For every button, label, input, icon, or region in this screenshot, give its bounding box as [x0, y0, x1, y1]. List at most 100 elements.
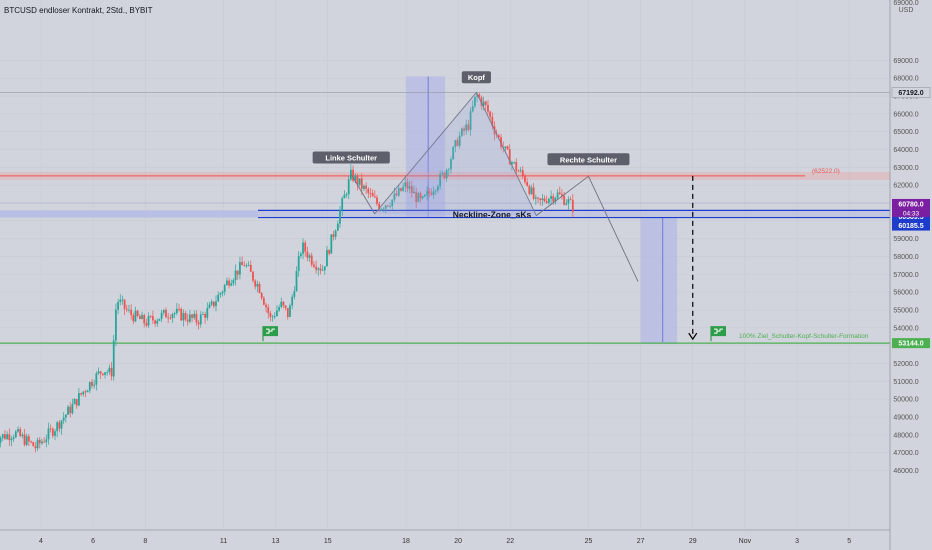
candle-body: [243, 265, 246, 267]
x-tick-label: 15: [324, 538, 332, 545]
candle-body: [12, 437, 15, 439]
annotation-bubble: [461, 71, 491, 84]
candle-body: [439, 173, 442, 187]
candle-body: [36, 439, 39, 449]
neckline-left-zone: [0, 210, 258, 218]
candle-body: [384, 205, 387, 209]
candle-body: [175, 308, 178, 314]
price-axis[interactable]: 46000.0 47000.0 48000.0 49000.0 50000.0 51000…: [889, 0, 931, 550]
candle-body: [130, 309, 133, 316]
candle-body: [286, 308, 289, 317]
candle-body: [478, 94, 481, 98]
y-tick-label: 56000.0: [893, 290, 918, 297]
candle-body: [295, 271, 298, 292]
candle-body: [41, 441, 43, 444]
candle-body: [14, 431, 17, 438]
candle-body: [247, 264, 250, 266]
candle-body: [332, 234, 335, 237]
candle-body: [310, 255, 313, 265]
candle-body: [521, 170, 524, 176]
x-tick-label: 22: [506, 538, 514, 545]
candle-body: [195, 313, 198, 323]
candle-body: [86, 390, 89, 393]
candle-body: [471, 106, 474, 112]
neckline-zone: [258, 210, 890, 218]
candle-body: [199, 314, 202, 325]
neckline-zone-label: Neckline-Zone_sKs: [453, 209, 532, 219]
candle-body: [528, 185, 531, 194]
y-tick-label: 50000.0: [893, 397, 918, 404]
time-axis[interactable]: 4 6 8 11 13 15 18 20 22 25 27 29 Nov 3 5: [0, 529, 890, 545]
y-tick-label: 62000.0: [893, 183, 918, 190]
candle-body: [415, 191, 418, 202]
candle-body: [202, 314, 204, 315]
candle-body: [136, 310, 139, 316]
candle-body: [291, 296, 294, 306]
x-tick-label: Nov: [739, 538, 752, 545]
candle-body: [32, 442, 35, 447]
candle-body: [160, 312, 163, 319]
candle-body: [141, 314, 143, 320]
candle-body: [382, 208, 385, 210]
candle-body: [152, 316, 154, 321]
symbol-title: BTCUSD endloser Kontrakt, 2Std., BYBIT: [4, 6, 153, 15]
candle-body: [43, 441, 46, 443]
candle-body: [210, 301, 213, 305]
candle-body: [167, 317, 170, 319]
candle-body: [19, 429, 22, 437]
candle-body: [297, 256, 300, 272]
candle-body: [280, 301, 283, 308]
candle-body: [93, 384, 96, 386]
candle-body: [354, 175, 357, 181]
candle-body: [402, 186, 405, 191]
candle-body: [408, 186, 411, 189]
price-label-target: 53144.0: [898, 341, 923, 348]
x-tick-label: 5: [847, 538, 851, 545]
candle-body: [404, 182, 407, 187]
price-label-neckline-top: 60589.5: [898, 214, 923, 221]
candle-body: [158, 318, 161, 321]
candle-body: [69, 406, 72, 414]
price-label-neckline-bottom: 60185.5: [898, 223, 923, 230]
candle-body: [452, 147, 455, 160]
annotation-bubble: [547, 153, 630, 166]
candle-body: [284, 305, 287, 309]
candle-body: [267, 307, 270, 314]
candle-body: [143, 314, 146, 324]
candle-body: [112, 340, 115, 377]
candle-body: [49, 428, 52, 430]
candle-body: [293, 291, 296, 297]
annotations: Linke Schulter Kopf Rechte Schulter Necklin…: [312, 71, 630, 219]
candle-body: [258, 284, 261, 294]
candle-body: [239, 262, 241, 275]
x-tick-label: 8: [143, 538, 147, 545]
candle-body: [119, 299, 122, 303]
price-label-high-bg: [891, 87, 931, 98]
candle-body: [356, 175, 359, 185]
candle-body: [378, 203, 381, 211]
candle-body: [115, 309, 117, 341]
x-tick-label: 3: [795, 538, 799, 545]
candle-body: [306, 251, 309, 258]
candle-body: [178, 308, 180, 310]
candle-body: [34, 446, 37, 449]
annotation-label: Linke Schulter: [325, 153, 377, 162]
candle-body: [193, 313, 196, 318]
candle-body: [54, 431, 56, 436]
candle-body: [186, 319, 189, 322]
candle-body: [84, 391, 87, 393]
candle-body: [313, 264, 315, 267]
candle-body: [571, 199, 574, 212]
candle-body: [469, 111, 472, 130]
candle-body: [0, 437, 2, 443]
candle-body: [104, 372, 106, 375]
candle-body: [21, 434, 24, 437]
candle-body: [347, 179, 350, 195]
y-tick-label: 54000.0: [893, 325, 918, 332]
resistance-label: (62522.0): [812, 168, 840, 175]
y-tick-label: 58000.0: [893, 254, 918, 261]
candle-body: [339, 210, 341, 224]
candle-body: [349, 169, 352, 180]
